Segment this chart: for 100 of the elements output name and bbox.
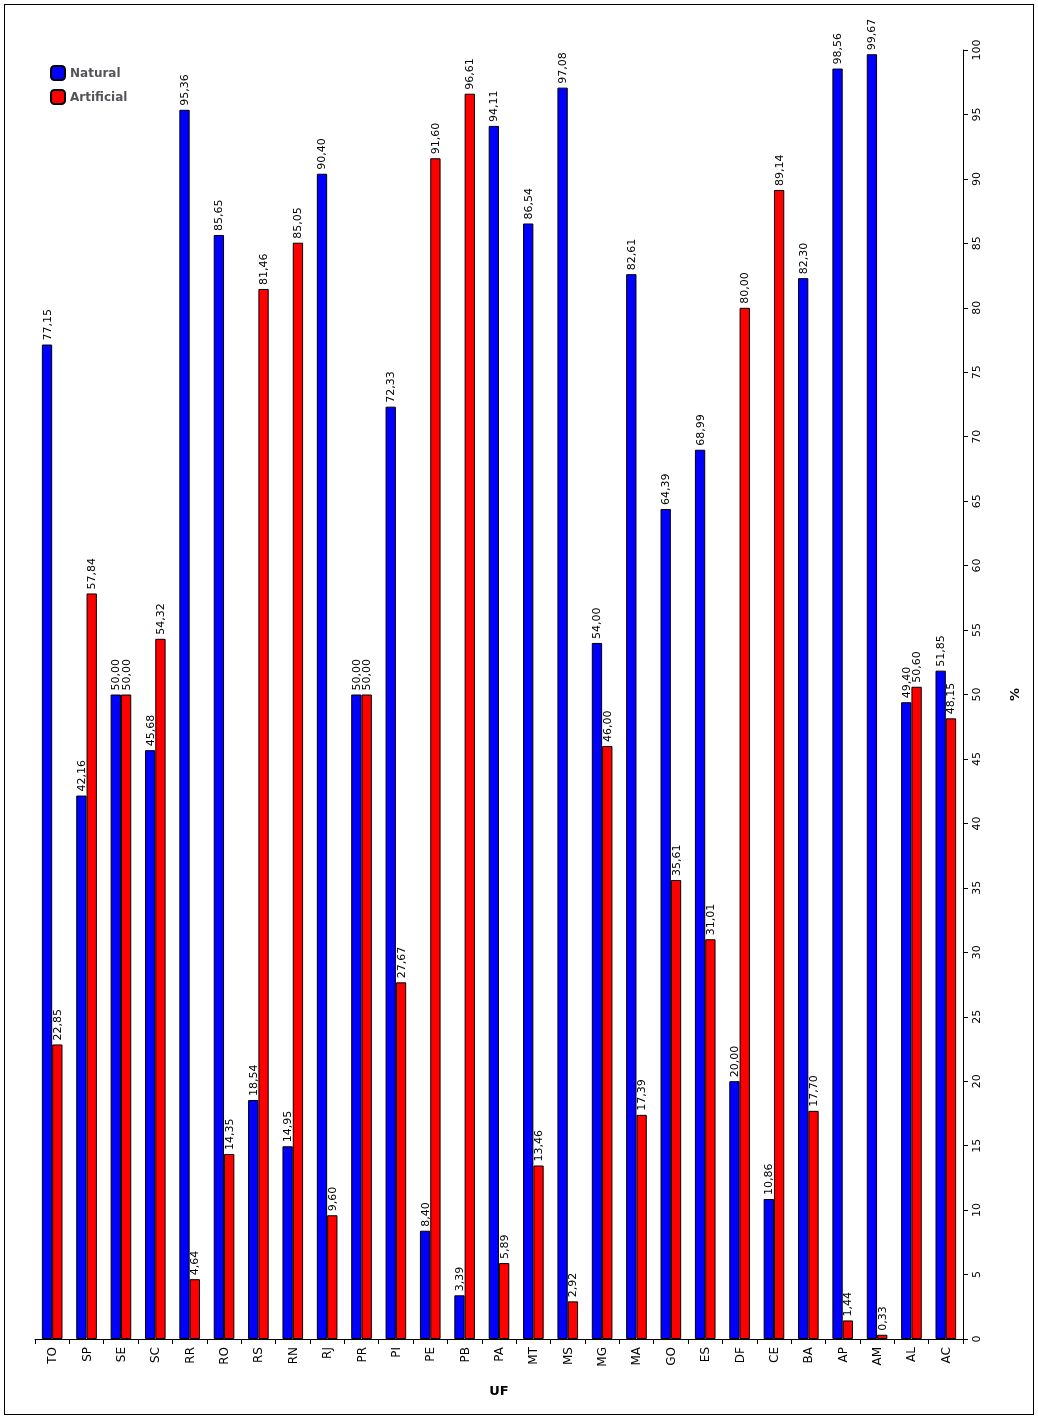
y-tick-label: 50 bbox=[970, 687, 983, 702]
y-tick-label: 20 bbox=[970, 1074, 983, 1089]
x-tick-label: RN bbox=[285, 1347, 300, 1365]
data-label: 46,00 bbox=[600, 710, 614, 743]
data-label: 98,56 bbox=[831, 33, 845, 65]
data-label: 13,46 bbox=[532, 1130, 546, 1162]
y-tick-label: 100 bbox=[970, 39, 983, 61]
x-tick-label: MS bbox=[560, 1347, 575, 1365]
data-label: 64,39 bbox=[659, 473, 673, 506]
y-tick-label: 75 bbox=[970, 365, 983, 380]
y-tick-label: 30 bbox=[970, 945, 983, 960]
y-tick-label: 65 bbox=[970, 494, 983, 509]
y-tick-label: 35 bbox=[970, 880, 983, 895]
data-label: 81,46 bbox=[257, 253, 271, 285]
y-tick-label: 45 bbox=[970, 751, 983, 766]
x-tick-label: RR bbox=[182, 1347, 197, 1364]
data-label: 50,00 bbox=[360, 659, 374, 691]
data-label: 96,61 bbox=[463, 58, 477, 90]
data-label: 85,05 bbox=[291, 207, 305, 239]
x-tick-label: RJ bbox=[320, 1347, 335, 1359]
y-tick-label: 80 bbox=[970, 300, 983, 315]
data-label: 17,70 bbox=[806, 1075, 820, 1107]
legend-label: Natural bbox=[70, 66, 121, 80]
x-tick-label: PA bbox=[492, 1346, 506, 1362]
y-tick-label: 0 bbox=[970, 1335, 983, 1343]
data-label: 91,60 bbox=[428, 122, 442, 155]
x-tick-label: MG bbox=[595, 1347, 610, 1367]
data-label: 57,84 bbox=[85, 557, 99, 590]
data-label: 72,33 bbox=[384, 371, 398, 403]
data-label: 14,35 bbox=[222, 1118, 236, 1151]
x-tick-label: DF bbox=[732, 1346, 747, 1364]
x-axis-title: UF bbox=[489, 1383, 509, 1398]
data-label: 51,85 bbox=[934, 635, 948, 667]
x-tick-label: AP bbox=[835, 1347, 850, 1363]
data-label: 68,99 bbox=[693, 414, 707, 446]
y-tick-label: 55 bbox=[970, 623, 983, 638]
x-tick-label: SC bbox=[148, 1347, 163, 1363]
data-label: 35,61 bbox=[669, 844, 683, 876]
y-tick-label: 95 bbox=[970, 107, 983, 122]
y-tick-label: 70 bbox=[970, 429, 983, 444]
x-tick-label: RS bbox=[251, 1347, 266, 1363]
y-tick-label: 25 bbox=[970, 1009, 983, 1024]
x-tick-label: TO bbox=[45, 1347, 60, 1365]
x-tick-label: SP bbox=[79, 1347, 94, 1362]
data-label: 2,92 bbox=[566, 1272, 580, 1298]
x-tick-label: ES bbox=[698, 1347, 713, 1363]
data-label: 4,64 bbox=[188, 1250, 202, 1276]
data-label: 90,40 bbox=[315, 138, 329, 170]
data-label: 82,30 bbox=[796, 242, 810, 275]
data-label: 14,95 bbox=[281, 1110, 295, 1143]
data-label: 3,39 bbox=[452, 1266, 466, 1292]
data-label: 18,54 bbox=[246, 1064, 260, 1097]
data-label: 95,36 bbox=[178, 74, 192, 106]
data-label: 10,86 bbox=[762, 1163, 776, 1196]
x-tick-label: AC bbox=[938, 1347, 953, 1364]
data-label: 94,11 bbox=[487, 90, 501, 122]
y-axis-title: % bbox=[1007, 687, 1022, 702]
data-label: 99,67 bbox=[865, 18, 879, 51]
data-label: 31,01 bbox=[703, 903, 717, 936]
data-label: 48,15 bbox=[944, 682, 958, 715]
x-tick-label: BA bbox=[801, 1346, 816, 1364]
x-tick-label: CE bbox=[766, 1347, 781, 1363]
data-label: 54,00 bbox=[590, 607, 604, 639]
data-label: 82,61 bbox=[624, 238, 638, 271]
x-tick-label: GO bbox=[663, 1347, 678, 1366]
y-tick-label: 10 bbox=[970, 1203, 983, 1218]
y-tick-label: 15 bbox=[970, 1138, 983, 1153]
x-tick-label: AM bbox=[870, 1347, 885, 1366]
data-label: 5,89 bbox=[497, 1234, 511, 1260]
data-label: 54,32 bbox=[153, 603, 167, 635]
data-label: 85,65 bbox=[212, 199, 226, 231]
x-tick-label: PB bbox=[457, 1347, 472, 1363]
data-label: 89,14 bbox=[772, 154, 786, 186]
data-label: 45,68 bbox=[143, 714, 157, 747]
x-tick-label: MT bbox=[526, 1346, 541, 1365]
data-label: 17,39 bbox=[635, 1079, 649, 1111]
x-tick-label: PI bbox=[388, 1347, 403, 1358]
x-tick-label: RO bbox=[217, 1347, 232, 1365]
x-tick-label: MA bbox=[629, 1346, 644, 1366]
y-tick-label: 90 bbox=[970, 171, 983, 186]
data-label: 20,00 bbox=[727, 1045, 741, 1078]
y-tick-label: 60 bbox=[970, 558, 983, 573]
data-label: 22,85 bbox=[50, 1008, 64, 1041]
data-label: 27,67 bbox=[394, 946, 408, 979]
data-label: 77,15 bbox=[40, 309, 54, 341]
data-label: 1,44 bbox=[841, 1291, 855, 1317]
data-label: 80,00 bbox=[738, 272, 752, 304]
data-label: 0,33 bbox=[875, 1306, 889, 1331]
data-label: 42,16 bbox=[74, 760, 88, 792]
data-label: 8,40 bbox=[418, 1202, 432, 1227]
x-tick-label: AL bbox=[904, 1346, 919, 1362]
data-label: 86,54 bbox=[521, 188, 535, 220]
x-tick-label: PR bbox=[354, 1347, 369, 1363]
y-tick-label: 85 bbox=[970, 236, 983, 251]
y-tick-label: 5 bbox=[970, 1271, 983, 1279]
x-tick-label: PE bbox=[423, 1347, 438, 1362]
data-label: 50,00 bbox=[349, 659, 363, 691]
data-label: 97,08 bbox=[556, 52, 570, 84]
data-label: 9,60 bbox=[325, 1186, 339, 1212]
x-tick-label: SE bbox=[113, 1347, 128, 1363]
